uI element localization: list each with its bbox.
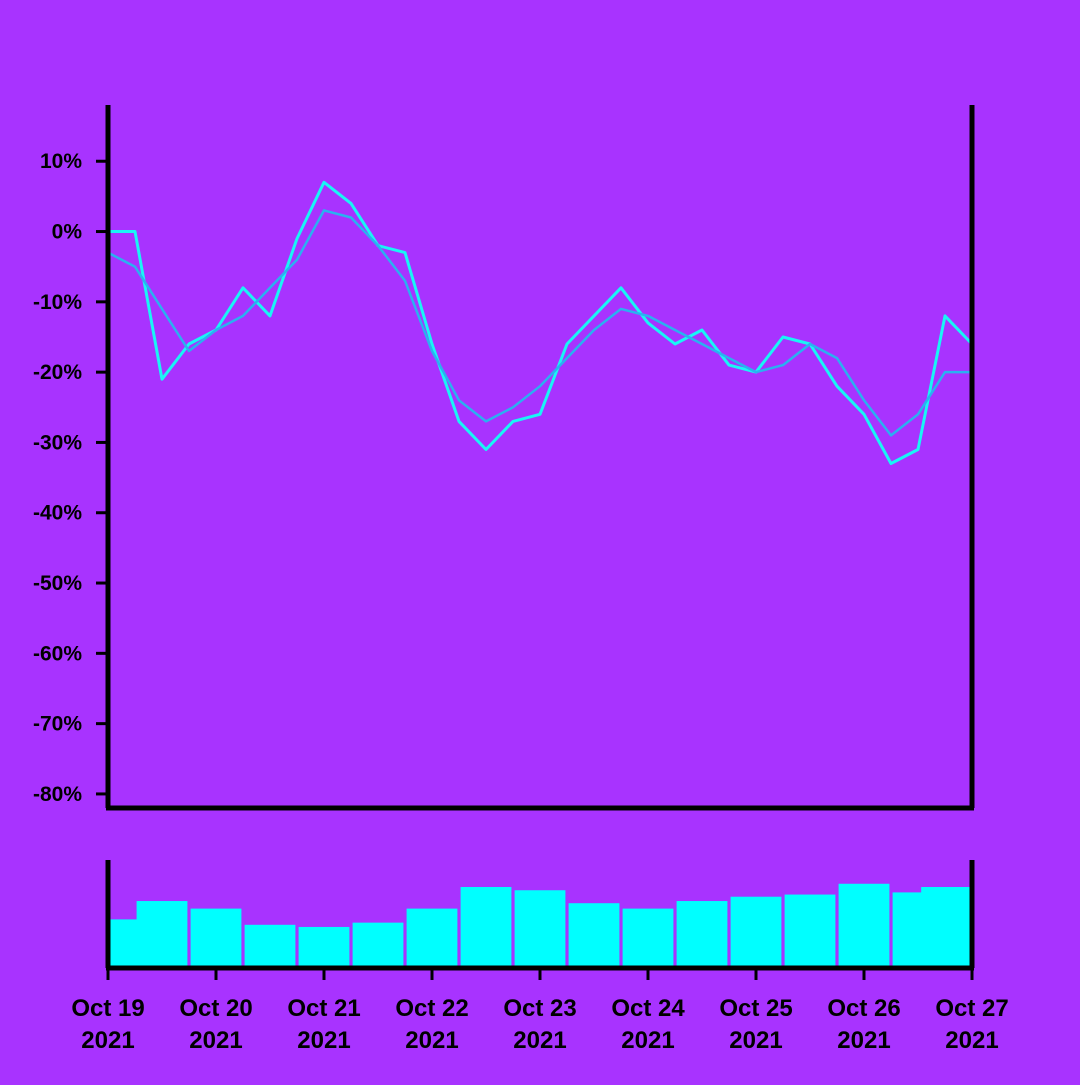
x-tick-label-year: 2021 — [189, 1027, 242, 1054]
x-tick-label: Oct 21 — [287, 995, 360, 1022]
volume-bar — [730, 896, 782, 968]
volume-bar — [190, 908, 242, 968]
y-tick-label: -30% — [33, 431, 82, 454]
volume-bar — [568, 903, 620, 968]
y-tick-label: 0% — [52, 221, 83, 244]
x-tick-label: Oct 25 — [719, 995, 792, 1022]
volume-bars — [108, 883, 972, 968]
volume-bar — [136, 901, 188, 968]
volume-bar — [622, 908, 674, 968]
x-tick-label-year: 2021 — [297, 1027, 350, 1054]
y-tick-label: -40% — [33, 502, 82, 525]
moving-average-line — [106, 209, 974, 437]
price-line — [106, 180, 974, 465]
volume-bar — [406, 908, 458, 968]
axes — [96, 105, 975, 980]
y-tick-labels: 10% 0% -10% -20% -30% -40% -50% -60% -70% -80% — [33, 150, 82, 806]
x-tick-label: Oct 19 — [71, 995, 144, 1022]
y-tick-label: -70% — [33, 713, 82, 736]
x-tick-label: Oct 22 — [395, 995, 468, 1022]
volume-bar — [921, 887, 972, 968]
x-tick-label-year: 2021 — [621, 1027, 674, 1054]
y-tick-label: -60% — [33, 642, 82, 665]
x-tick-label-year: 2021 — [729, 1027, 782, 1054]
y-tick-label: -20% — [33, 361, 82, 384]
x-tick-label: Oct 26 — [827, 995, 900, 1022]
x-tick-label: Oct 20 — [179, 995, 252, 1022]
x-tick-labels: Oct 19 2021 Oct 20 2021 Oct 21 2021 Oct 22 2021… — [71, 995, 1008, 1054]
volume-bar — [784, 894, 836, 968]
x-tick-label: Oct 27 — [935, 995, 1008, 1022]
volume-bar — [244, 924, 296, 968]
volume-bar — [838, 883, 890, 968]
x-tick-label-year: 2021 — [837, 1027, 890, 1054]
x-tick-label: Oct 24 — [611, 995, 685, 1022]
volume-bar — [460, 887, 512, 968]
x-tick-label: Oct 23 — [503, 995, 576, 1022]
x-tick-label-year: 2021 — [945, 1027, 998, 1054]
volume-bar — [676, 901, 728, 968]
x-tick-label-year: 2021 — [81, 1027, 134, 1054]
volume-bar — [352, 922, 404, 968]
y-tick-label: -80% — [33, 783, 82, 806]
x-tick-label-year: 2021 — [405, 1027, 458, 1054]
price-lines — [106, 180, 974, 465]
x-tick-label-year: 2021 — [513, 1027, 566, 1054]
y-tick-label: -10% — [33, 291, 82, 314]
volume-bar — [514, 890, 566, 968]
y-tick-label: -50% — [33, 572, 82, 595]
volume-bar — [298, 926, 350, 968]
y-tick-label: 10% — [40, 150, 82, 173]
